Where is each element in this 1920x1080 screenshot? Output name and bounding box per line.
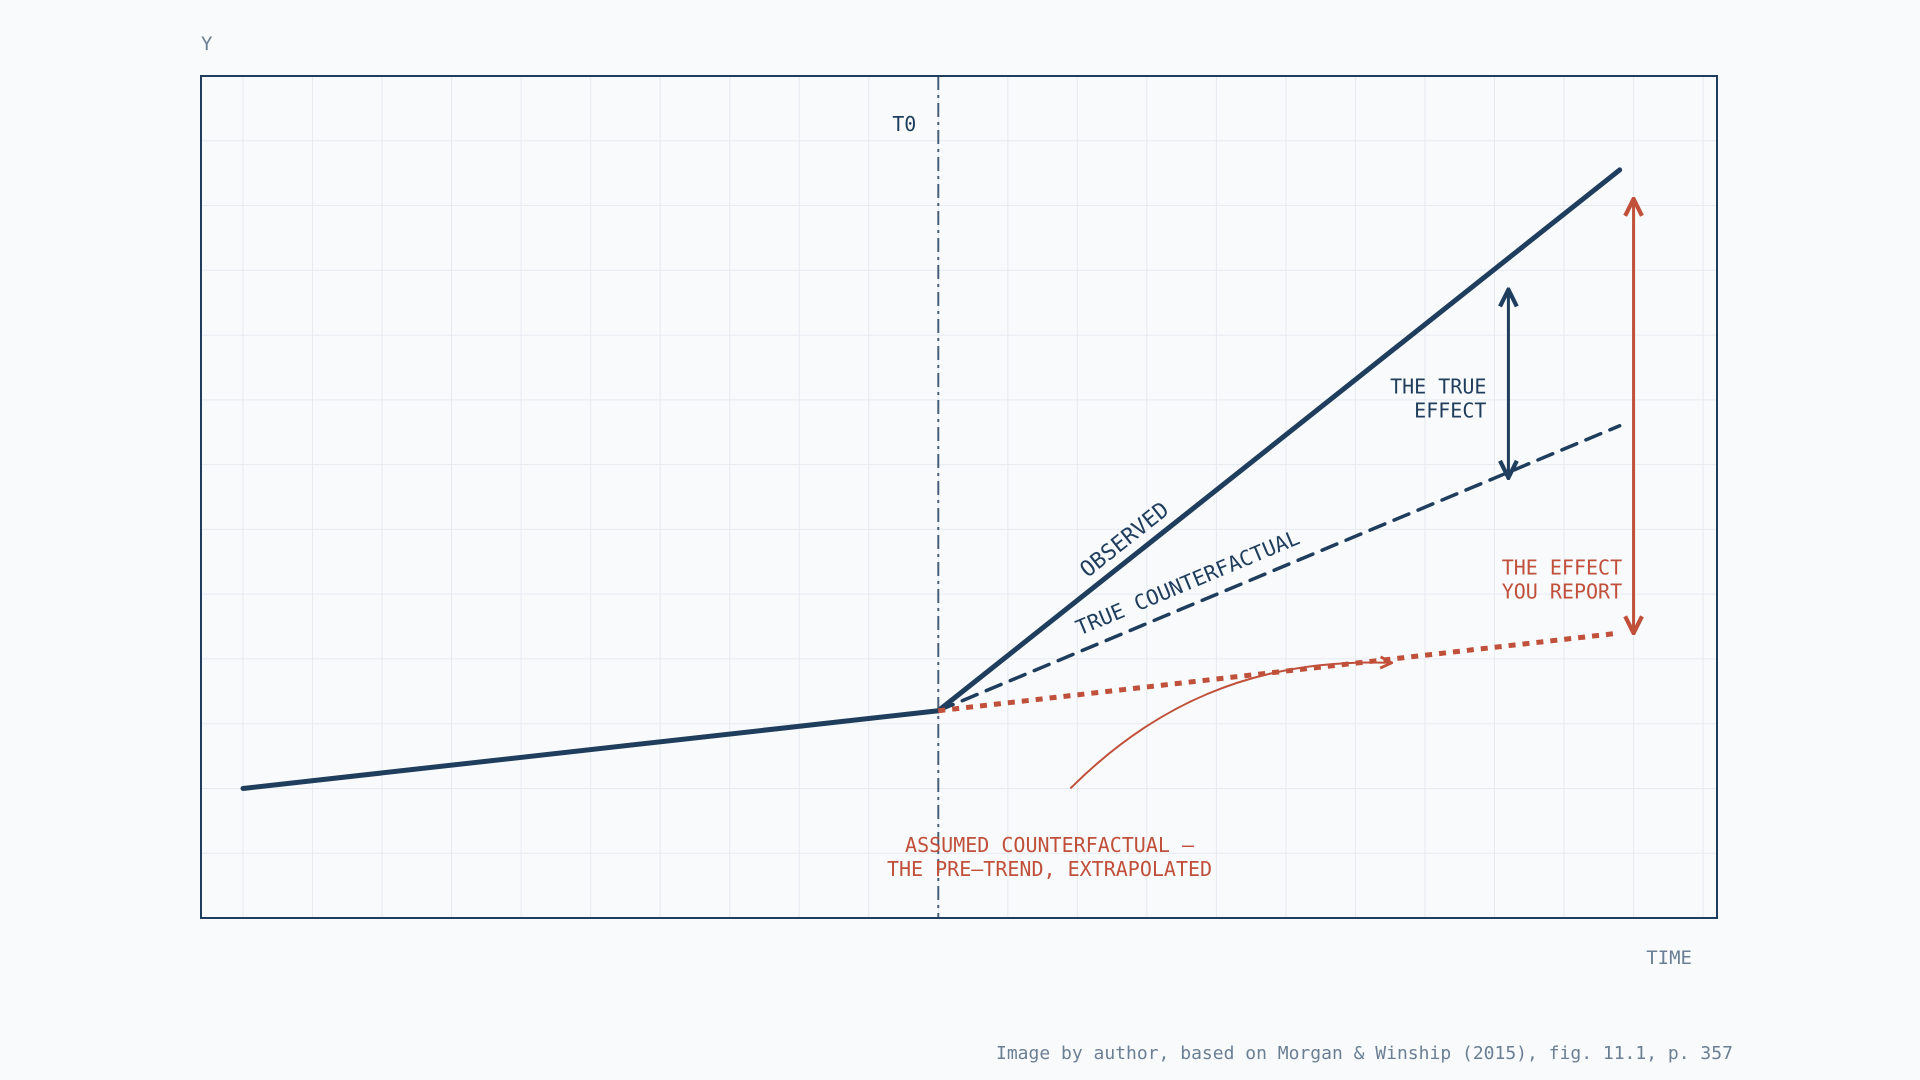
assumed-counterfactual-label-line: THE PRE–TREND, EXTRAPOLATED bbox=[887, 857, 1212, 881]
observed-label: OBSERVED bbox=[1076, 497, 1175, 582]
true-effect-label-line: EFFECT bbox=[1414, 398, 1486, 422]
reported-effect-label-line: YOU REPORT bbox=[1502, 580, 1622, 604]
x-axis-label: TIME bbox=[1646, 947, 1692, 969]
series-line-1 bbox=[240, 167, 1623, 791]
source-caption: Image by author, based on Morgan & Winsh… bbox=[996, 1043, 1733, 1064]
reported-effect-label-line: THE EFFECT bbox=[1502, 556, 1622, 580]
grid bbox=[201, 75, 1717, 919]
true-effect-label-line: THE TRUE bbox=[1390, 374, 1486, 398]
assumed-counterfactual-label-line: ASSUMED COUNTERFACTUAL — bbox=[905, 833, 1195, 857]
treatment-time-label: T0 bbox=[892, 112, 916, 136]
assumed-counterfactual-pointer bbox=[1069, 662, 1390, 790]
plot-frame bbox=[200, 75, 1718, 919]
y-axis-label: Y bbox=[201, 33, 213, 55]
